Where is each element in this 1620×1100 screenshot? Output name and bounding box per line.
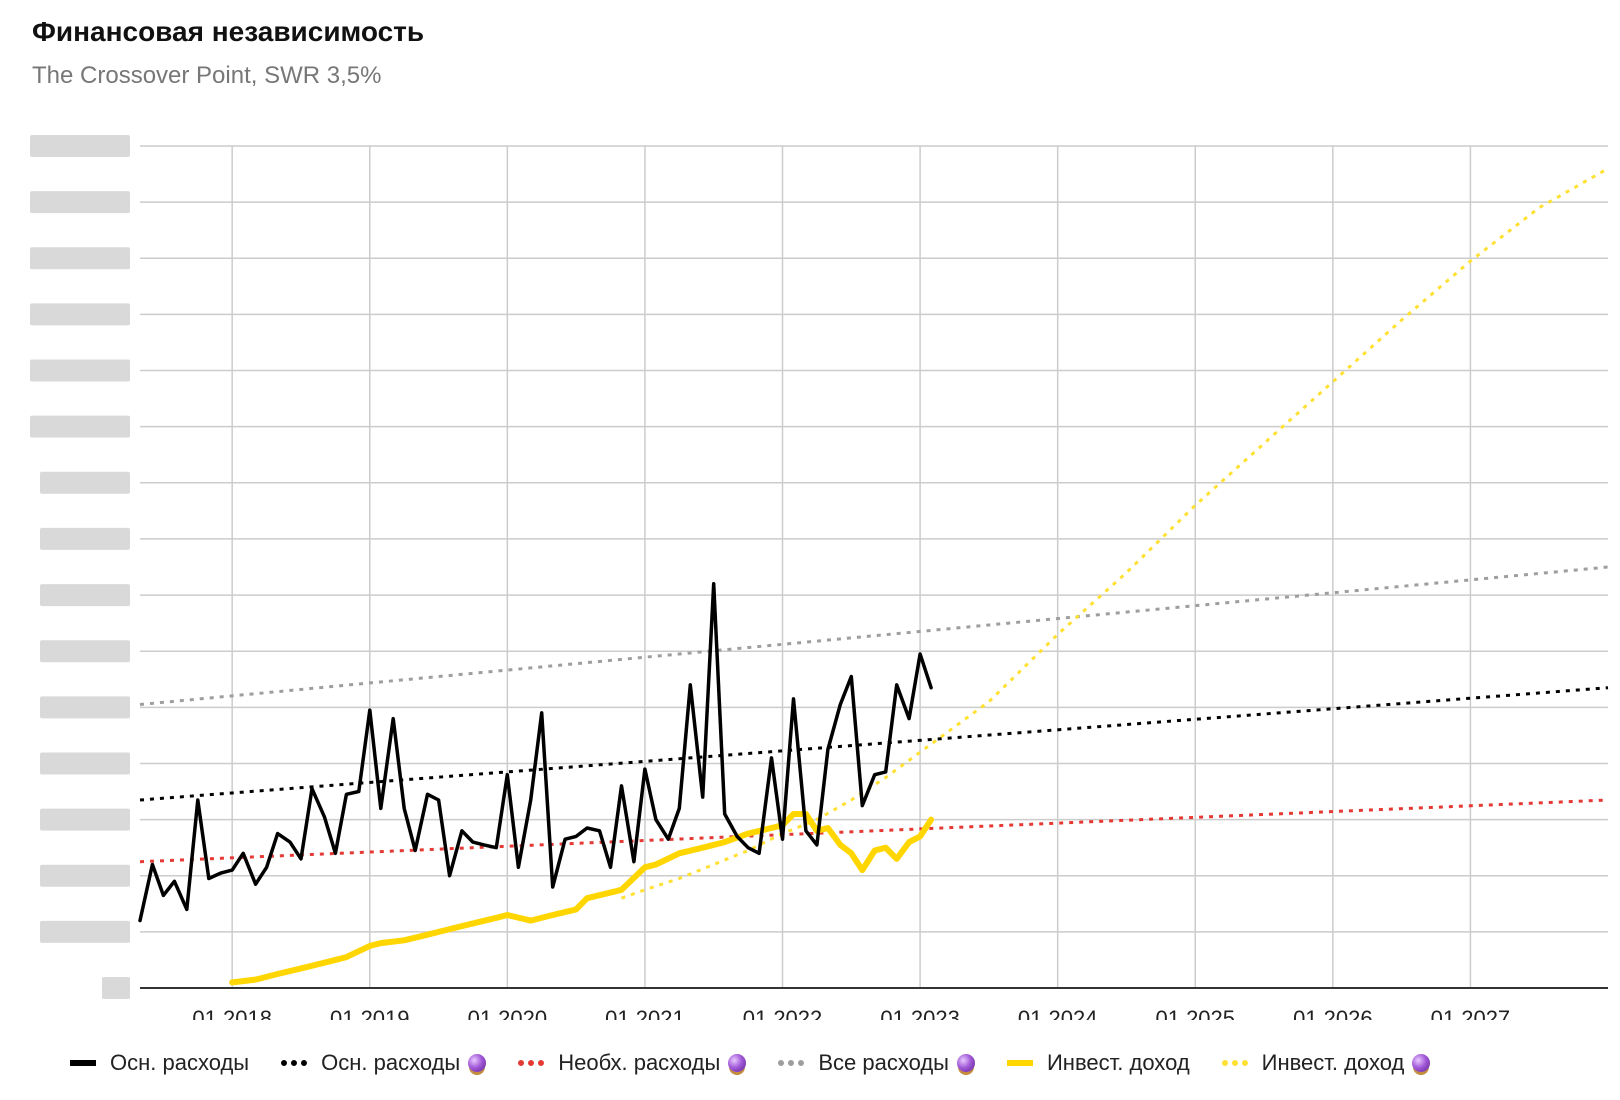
y-tick-label-obscured — [40, 864, 130, 887]
chart-title: Финансовая независимость — [32, 16, 425, 47]
y-tick-label-obscured — [40, 527, 130, 550]
x-tick-label: 01.2027 — [1431, 1006, 1511, 1020]
y-axis-tick-labels — [30, 135, 130, 999]
y-tick-label-obscured — [40, 920, 130, 943]
y-tick-label-obscured — [30, 303, 130, 326]
x-tick-label: 01.2018 — [192, 1006, 272, 1020]
series-line-3 — [139, 565, 1609, 706]
x-tick-label: 01.2022 — [743, 1006, 823, 1020]
chart-subtitle: The Crossover Point, SWR 3,5% — [32, 62, 382, 89]
crystal-ball-icon — [1412, 1054, 1431, 1072]
series-line-4 — [229, 811, 935, 986]
x-tick-label: 01.2020 — [468, 1006, 548, 1020]
x-tick-label: 01.2021 — [605, 1006, 685, 1020]
legend-label: Инвест. доход — [1046, 1050, 1190, 1075]
y-tick-label-obscured — [30, 415, 130, 438]
legend-label: Осн. расходы — [110, 1050, 250, 1075]
legend-swatch — [778, 1060, 805, 1066]
legend-swatch — [70, 1060, 96, 1066]
legend-label: Все расходы — [818, 1050, 949, 1075]
chart-legend: Осн. расходы Осн. расходы Необх. расходы Вс… — [70, 1050, 1462, 1076]
chart-grid — [140, 145, 1608, 989]
legend-swatch — [1221, 1060, 1248, 1066]
y-tick-label-obscured — [40, 471, 130, 494]
y-tick-label-obscured — [30, 135, 130, 157]
legend-item[interactable]: Необх. расходы — [518, 1050, 747, 1076]
x-tick-label: 01.2019 — [330, 1006, 410, 1020]
x-tick-label: 01.2025 — [1155, 1006, 1235, 1020]
crystal-ball-icon — [468, 1054, 487, 1072]
legend-item[interactable]: Инвест. доход — [1221, 1050, 1431, 1076]
legend-swatch — [1006, 1060, 1033, 1066]
crystal-ball-icon — [956, 1054, 975, 1072]
x-tick-label: 01.2026 — [1293, 1006, 1373, 1020]
y-tick-label-obscured — [40, 584, 130, 607]
legend-item[interactable]: Осн. расходы — [281, 1050, 487, 1076]
y-tick-label-obscured — [40, 752, 130, 775]
crystal-ball-icon — [728, 1054, 747, 1072]
y-tick-label-obscured — [40, 640, 130, 663]
legend-label: Осн. расходы — [321, 1050, 461, 1075]
y-tick-label-obscured — [30, 359, 130, 382]
y-tick-label-obscured — [40, 808, 130, 831]
x-tick-label: 01.2024 — [1018, 1006, 1098, 1020]
legend-item[interactable]: Инвест. доход — [1006, 1050, 1190, 1076]
legend-swatch — [281, 1060, 308, 1066]
series-line-5 — [620, 167, 1609, 900]
legend-label: Необх. расходы — [558, 1050, 721, 1075]
x-tick-label: 01.2023 — [880, 1006, 960, 1020]
y-tick-label-obscured — [102, 977, 130, 999]
chart-series — [138, 167, 1609, 986]
x-axis-tick-labels: 01.2018 01.2019 01.2020 01.2021 01.2022 01.20… — [192, 1006, 1510, 1020]
legend-item[interactable]: Осн. расходы — [70, 1050, 249, 1076]
series-line-0 — [138, 582, 933, 923]
legend-item[interactable]: Все расходы — [778, 1050, 975, 1076]
y-tick-label-obscured — [30, 191, 130, 214]
legend-swatch — [518, 1060, 545, 1066]
legend-label: Инвест. доход — [1261, 1050, 1405, 1075]
crossover-chart: 01.2018 01.2019 01.2020 01.2021 01.2022 01.20… — [30, 135, 1609, 1020]
y-tick-label-obscured — [30, 247, 130, 270]
y-tick-label-obscured — [40, 696, 130, 719]
